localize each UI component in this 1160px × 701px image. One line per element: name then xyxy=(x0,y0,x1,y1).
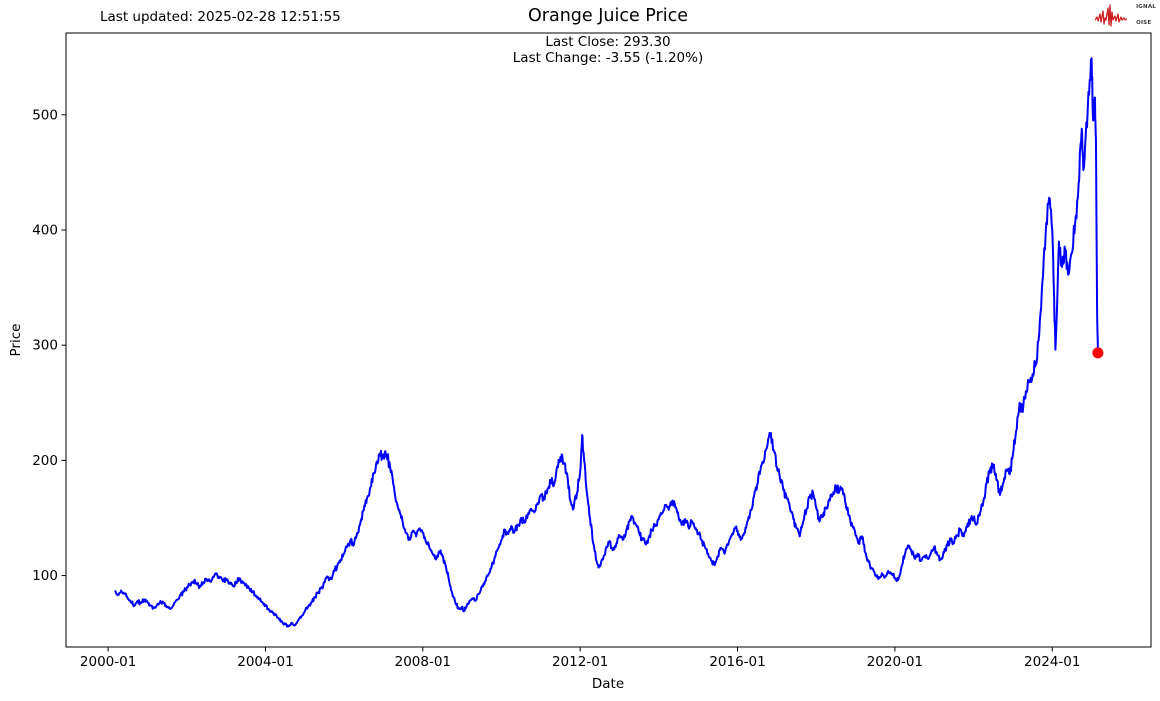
logo-wordmark: S IGNAL 2 N OISE xyxy=(1128,4,1156,27)
plot-border xyxy=(65,32,1152,648)
logo-row-noise: N OISE xyxy=(1129,19,1152,27)
x-tick-label-2008-01: 2008-01 xyxy=(395,654,451,670)
y-tick-label-300: 300 xyxy=(32,338,58,354)
x-axis-label: Date xyxy=(591,676,625,692)
y-tick-label-400: 400 xyxy=(32,222,58,238)
x-tick-label-2000-01: 2000-01 xyxy=(80,654,136,670)
last-change-annotation: Last Change: -3.55 (-1.20%) xyxy=(512,50,704,66)
logo-letter-2: 2 xyxy=(1129,11,1134,18)
ecg-waveform-icon xyxy=(1095,4,1128,27)
x-tick-label-2024-01: 2024-01 xyxy=(1024,654,1080,670)
signal2noise-logo: S IGNAL 2 N OISE xyxy=(1095,3,1156,27)
x-tick-label-2004-01: 2004-01 xyxy=(237,654,293,670)
x-tick-label-2020-01: 2020-01 xyxy=(867,654,923,670)
chart-title: Orange Juice Price xyxy=(528,6,688,26)
logo-letter-s: S xyxy=(1129,3,1134,10)
y-axis-label: Price xyxy=(8,323,24,357)
last-updated-text: Last updated: 2025-02-28 12:51:55 xyxy=(100,9,341,25)
y-tick-label-500: 500 xyxy=(32,107,58,123)
logo-letter-n: N xyxy=(1129,19,1134,26)
x-tick-label-2016-01: 2016-01 xyxy=(709,654,765,670)
last-close-annotation: Last Close: 293.30 xyxy=(545,34,671,50)
price-line xyxy=(114,57,1099,628)
logo-row-signal: S IGNAL xyxy=(1129,3,1156,11)
last-price-marker xyxy=(1092,347,1104,359)
y-tick-label-200: 200 xyxy=(32,453,58,469)
x-tick-label-2012-01: 2012-01 xyxy=(552,654,608,670)
y-tick-label-100: 100 xyxy=(32,568,58,584)
logo-row-2: 2 xyxy=(1128,12,1156,19)
